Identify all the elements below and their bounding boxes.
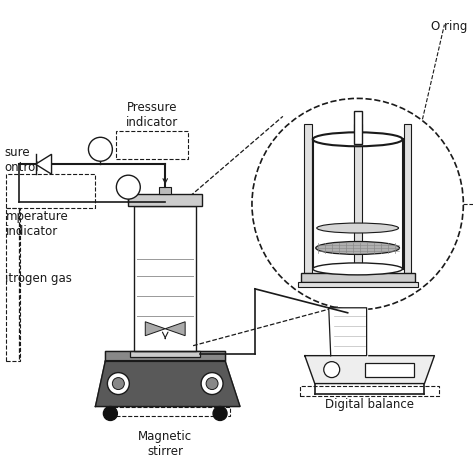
Text: PI: PI xyxy=(96,144,105,154)
Circle shape xyxy=(108,373,129,394)
Polygon shape xyxy=(105,351,225,361)
Text: mperature
indicator: mperature indicator xyxy=(6,210,68,238)
Circle shape xyxy=(213,407,227,420)
Polygon shape xyxy=(145,322,165,336)
Text: TI: TI xyxy=(124,182,133,192)
Circle shape xyxy=(112,378,124,390)
Bar xyxy=(134,206,196,351)
Bar xyxy=(301,273,416,282)
Text: sure
ontrol: sure ontrol xyxy=(5,146,39,174)
Polygon shape xyxy=(36,154,52,174)
Circle shape xyxy=(201,373,223,394)
Bar xyxy=(403,124,411,273)
Bar xyxy=(304,124,312,273)
Ellipse shape xyxy=(313,263,402,275)
Text: O ring: O ring xyxy=(431,19,467,33)
Bar xyxy=(137,256,194,349)
Bar xyxy=(354,124,362,273)
Polygon shape xyxy=(329,308,366,356)
Circle shape xyxy=(324,362,340,378)
Text: Magnetic
stirrer: Magnetic stirrer xyxy=(138,430,192,458)
Circle shape xyxy=(89,137,112,161)
Ellipse shape xyxy=(316,241,400,255)
Text: ⏻: ⏻ xyxy=(329,365,334,374)
Polygon shape xyxy=(95,361,240,407)
Circle shape xyxy=(206,378,218,390)
Bar xyxy=(130,351,200,356)
Bar xyxy=(110,408,230,417)
Bar xyxy=(6,208,19,361)
Bar xyxy=(6,174,95,208)
Bar xyxy=(365,363,414,376)
Ellipse shape xyxy=(317,223,399,233)
Text: itrogen gas: itrogen gas xyxy=(5,273,72,285)
Text: Digital balance: Digital balance xyxy=(325,398,414,410)
Text: Pressure
indicator: Pressure indicator xyxy=(126,101,178,129)
Bar xyxy=(159,187,171,194)
Bar xyxy=(116,131,188,159)
Bar xyxy=(300,385,439,395)
Circle shape xyxy=(116,175,140,199)
Ellipse shape xyxy=(313,132,402,146)
Bar xyxy=(354,111,362,144)
Text: 0.000: 0.000 xyxy=(376,365,403,374)
Bar xyxy=(298,282,419,287)
Polygon shape xyxy=(305,356,434,383)
Circle shape xyxy=(103,407,118,420)
Bar xyxy=(128,194,202,206)
Polygon shape xyxy=(165,322,185,336)
